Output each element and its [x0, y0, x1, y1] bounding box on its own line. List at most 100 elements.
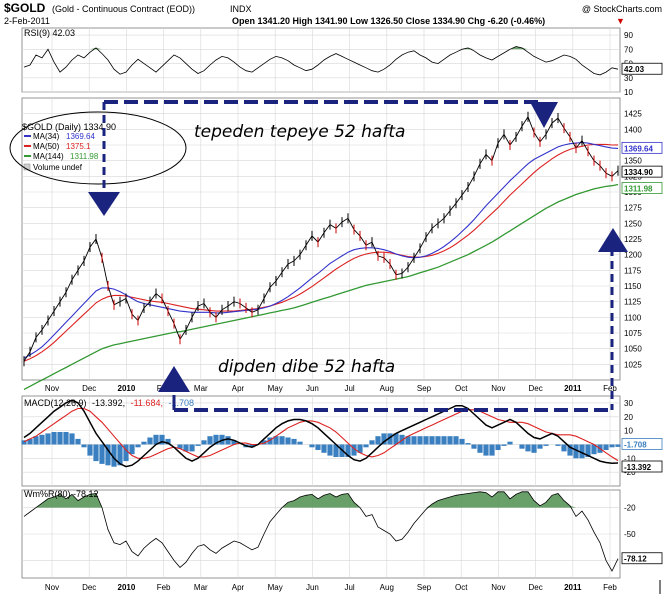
- price-tick-label: 1350: [624, 157, 642, 166]
- x-tick-label: May: [268, 384, 283, 393]
- x-tick-label: Mar: [194, 583, 208, 592]
- chg-down-icon: ▼: [616, 16, 625, 26]
- macd-hist-bar: [147, 437, 153, 445]
- macd-signal-line: [23, 407, 619, 462]
- macd-hist-bar: [447, 436, 453, 445]
- ma34-legend-swatch: [24, 135, 31, 137]
- macd-hist-bar: [213, 434, 219, 445]
- x-tick-label: Dec: [528, 583, 542, 592]
- macd-hist-bar: [51, 432, 57, 445]
- macd-hist-bar: [297, 441, 303, 445]
- legend-ma50-name: MA(50): [33, 142, 60, 151]
- price-series-ma34: [23, 141, 619, 359]
- legend-volume-name: Volume undef: [33, 163, 83, 172]
- macd-hist-bar: [543, 444, 549, 446]
- macd-hist-bar: [423, 436, 429, 445]
- price-series-close: [23, 115, 619, 362]
- price-series-ma144: [23, 183, 619, 390]
- macd-hist-bar: [249, 444, 255, 448]
- bottom-annotation-text: dipden dibe 52 hafta: [218, 357, 395, 377]
- chart-watermark: @ StockCharts.com: [582, 4, 662, 14]
- macd-hist-last-label: -1.708: [624, 440, 647, 449]
- x-tick-label: Feb: [603, 583, 617, 592]
- rsi-last-label: 42.03: [624, 65, 645, 74]
- macd-hist-bar: [501, 444, 507, 446]
- rsi-panel: RSI(9) 42.03 907050301042.03: [22, 28, 663, 97]
- macd-last-label: -13.392: [624, 463, 652, 472]
- macd-hist-bar: [459, 438, 465, 445]
- macd-hist-bar: [603, 444, 609, 450]
- x-tick-label: May: [268, 583, 283, 592]
- legend-ma34-name: MA(34): [33, 132, 60, 141]
- williams-last-label-box: [621, 552, 663, 565]
- macd-hist-bar: [57, 432, 63, 445]
- macd-hist-bar: [609, 444, 615, 448]
- macd-hist-bar: [75, 438, 81, 445]
- macd-hist-last-label-box: [621, 438, 663, 450]
- macd-hist-bar: [441, 436, 447, 445]
- x-tick-label: 2011: [564, 583, 582, 592]
- macd-hist-bar: [411, 436, 417, 445]
- macd-hist-bar: [27, 438, 33, 445]
- x-tick-label: 2011: [564, 384, 582, 393]
- macd-hist-bar: [507, 441, 513, 445]
- price-tick-label: 1050: [624, 345, 642, 354]
- quote-line: Open 1341.20 High 1341.90 Low 1326.50 Cl…: [232, 16, 545, 26]
- macd-hist-bar: [453, 436, 459, 445]
- macd-line: [23, 399, 619, 468]
- price-ma144-last-label: 1311.98: [624, 184, 653, 193]
- macd-hist-bar: [195, 444, 201, 446]
- macd-hist-bar: [261, 440, 267, 445]
- price-title: $GOLD (Daily) 1334.90: [22, 122, 116, 132]
- price-legend: $GOLD (Daily) 1334.90 MA(34) 1369.64 MA(…: [9, 111, 187, 185]
- macd-hist-bar: [63, 432, 69, 445]
- macd-last-label-box: [621, 460, 663, 473]
- macd-hist-bar: [573, 444, 579, 459]
- macd-title-hist: -1.708: [168, 398, 194, 408]
- macd-hist-bar: [345, 444, 351, 457]
- macd-hist-bar: [561, 444, 567, 452]
- macd-hist-bar: [183, 444, 189, 452]
- price-tick-label: 1425: [624, 110, 642, 119]
- x-tick-label: Feb: [157, 583, 171, 592]
- macd-hist-bar: [267, 437, 273, 445]
- macd-hist-bar: [381, 433, 387, 445]
- x-tick-label: Nov: [45, 583, 59, 592]
- bottom-left-arrow-icon: [158, 366, 190, 392]
- legend-ellipse: [9, 111, 187, 185]
- macd-hist-bar: [285, 437, 291, 445]
- x-tick-label: 2010: [118, 384, 136, 393]
- chart-symbol: $GOLD: [4, 1, 46, 15]
- x-tick-label: Sep: [417, 583, 432, 592]
- price-tick-label: 1250: [624, 219, 642, 228]
- chart-exchange: INDX: [230, 4, 252, 14]
- macd-hist-bar: [87, 444, 93, 456]
- x-tick-label: Apr: [232, 583, 245, 592]
- price-tick-label: 1200: [624, 251, 642, 260]
- x-tick-label: Aug: [380, 384, 394, 393]
- volume-legend-swatch: [23, 163, 31, 171]
- rsi-tick-label: 30: [624, 74, 633, 83]
- x-tick-label: 2010: [118, 583, 136, 592]
- macd-hist-bar: [177, 444, 183, 449]
- macd-hist-bar: [135, 444, 141, 448]
- macd-hist-bar: [363, 444, 369, 448]
- macd-hist-bar: [81, 444, 87, 448]
- macd-hist-bar: [537, 444, 543, 449]
- chart-date: 2-Feb-2011: [4, 16, 50, 26]
- rsi-line: [23, 46, 619, 76]
- ma50-legend-swatch: [24, 145, 31, 147]
- x-tick-label: Feb: [603, 384, 617, 393]
- macd-hist-bar: [525, 444, 531, 452]
- chart-description: (Gold - Continuous Contract (EOD)): [52, 4, 195, 14]
- macd-hist-bar: [375, 436, 381, 445]
- macd-title-signal: -11.684,: [131, 398, 163, 408]
- x-tick-label: Jun: [306, 384, 319, 393]
- williams-last-label: -78.12: [624, 555, 647, 564]
- price-ma34-last-label-box: [621, 141, 663, 154]
- macd-hist-bar: [555, 444, 561, 446]
- top-annotation-text: tepeden tepeye 52 hafta: [194, 122, 405, 142]
- bottom-right-arrow-icon: [598, 228, 628, 252]
- williams-title: Wm%R(80) -78.12: [24, 489, 99, 499]
- macd-hist-bar: [471, 444, 477, 449]
